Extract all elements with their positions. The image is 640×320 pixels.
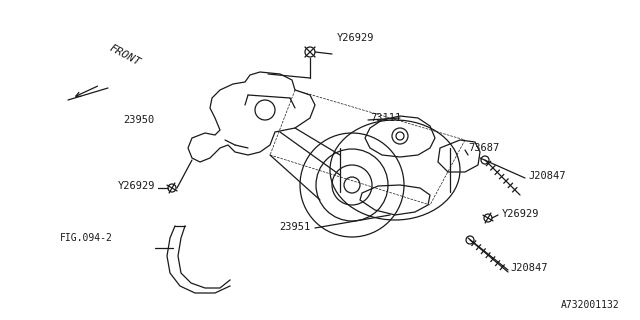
Text: 73687: 73687 — [468, 143, 499, 153]
Text: A732001132: A732001132 — [561, 300, 620, 310]
Text: FIG.094-2: FIG.094-2 — [60, 233, 113, 243]
Text: FRONT: FRONT — [108, 43, 143, 68]
Text: J20847: J20847 — [528, 171, 566, 181]
Text: Y26929: Y26929 — [502, 209, 540, 219]
Text: Y26929: Y26929 — [337, 33, 374, 43]
Text: J20847: J20847 — [510, 263, 547, 273]
Text: 73111: 73111 — [370, 113, 401, 123]
Text: Y26929: Y26929 — [118, 181, 155, 191]
Text: 23950: 23950 — [124, 115, 155, 125]
Text: 23951: 23951 — [279, 222, 310, 232]
